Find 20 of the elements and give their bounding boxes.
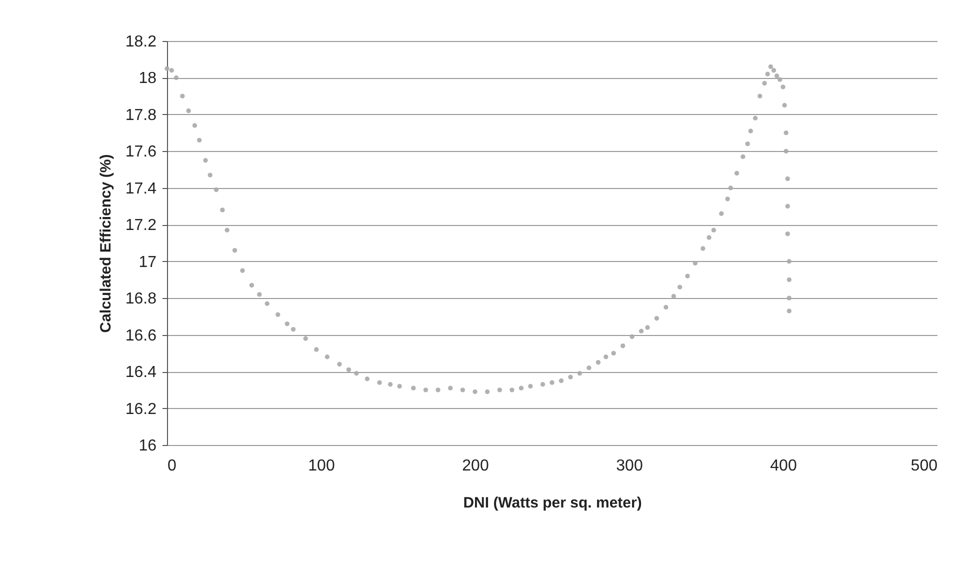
x-tick-label: 400 [770,458,797,474]
y-axis-title: Calculated Efficiency (%) [97,154,114,333]
y-tick-label: 18.2 [125,34,157,50]
y-tick-label: 17.4 [125,180,157,198]
x-axis-title: DNI (Watts per sq. meter) [463,494,642,512]
y-tick-label: 16.2 [125,400,157,418]
x-tick-label: 500 [910,458,938,474]
y-tick-label: 17.2 [125,217,157,234]
x-tick-label: 300 [616,458,643,474]
y-tick-label: 16 [138,438,157,454]
x-tick-label: 0 [168,458,176,474]
y-tick-label: 18 [138,70,157,88]
y-tick-label: 17 [138,254,157,271]
x-tick-label: 200 [462,458,489,474]
y-tick-label: 17.6 [125,144,157,161]
y-tick-label: 16.4 [125,364,157,382]
y-tick-label: 16.6 [125,327,157,344]
y-tick-label: 17.8 [125,106,157,124]
y-tick-label: 16.8 [125,290,157,308]
x-tick-label: 100 [308,458,335,474]
